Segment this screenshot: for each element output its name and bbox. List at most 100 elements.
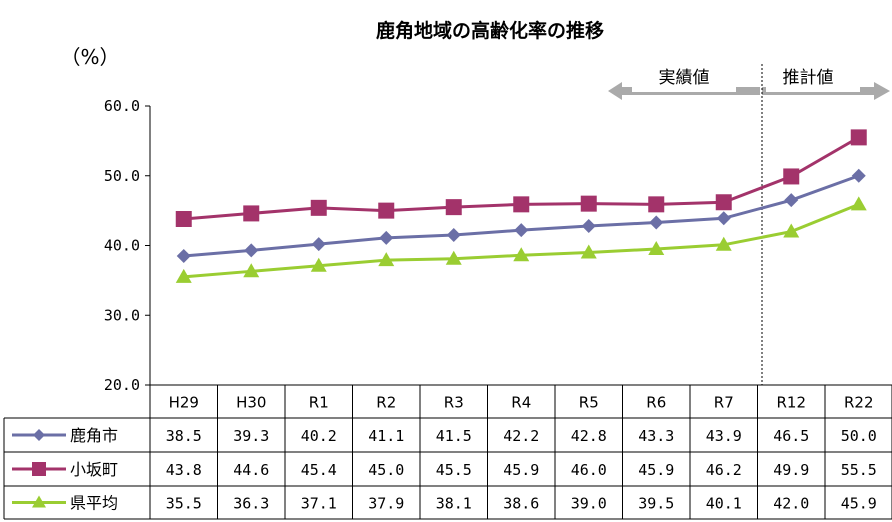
data-label-series-1: 38.5 [166, 427, 202, 445]
y-tick-label: 60.0 [104, 97, 140, 115]
y-axis: 60.0 50.0 40.0 30.0 20.0 [104, 97, 151, 394]
projected-label-bg [766, 60, 860, 92]
data-point-series-2 [715, 194, 732, 211]
x-tick-label: R1 [309, 394, 329, 412]
data-point-series-3 [715, 236, 732, 251]
projected-annotation: 推計値 [762, 60, 890, 100]
data-point-series-2 [580, 195, 597, 212]
data-label-series-1: 40.2 [301, 427, 337, 445]
data-point-series-3 [850, 196, 867, 211]
x-tick-label: H29 [169, 394, 199, 412]
legend-label-series-2: 小坂町 [70, 460, 118, 479]
data-point-series-2 [310, 199, 327, 216]
x-tick-label: R4 [511, 394, 531, 412]
data-label-series-1: 46.5 [773, 427, 809, 445]
data-point-series-3 [513, 247, 530, 262]
data-label-series-3: 42.0 [773, 495, 809, 513]
data-point-series-1 [851, 168, 866, 183]
legend-label-series-3: 県平均 [70, 494, 118, 513]
data-point-series-3 [783, 223, 800, 238]
data-point-series-3 [243, 263, 260, 278]
x-tick-label: R6 [646, 394, 666, 412]
data-point-series-1 [581, 218, 596, 233]
data-point-series-1 [649, 215, 664, 230]
data-label-series-1: 43.3 [638, 427, 674, 445]
data-point-series-1 [176, 248, 191, 263]
y-tick-label: 40.0 [104, 237, 140, 255]
data-label-series-3: 35.5 [166, 495, 202, 513]
data-label-series-1: 39.3 [233, 427, 269, 445]
data-label-series-2: 55.5 [841, 461, 877, 479]
data-label-series-1: 42.2 [503, 427, 539, 445]
legend-label-series-1: 鹿角市 [70, 426, 118, 445]
data-point-series-3 [648, 240, 665, 255]
data-point-series-2 [378, 202, 395, 219]
projected-label: 推計値 [783, 68, 834, 88]
data-point-series-1 [446, 228, 461, 243]
y-tick-label: 30.0 [104, 306, 140, 324]
series-line-3 [183, 202, 860, 279]
actual-label-bg [632, 60, 736, 92]
data-label-series-1: 42.8 [571, 427, 607, 445]
data-label-series-2: 45.9 [503, 461, 539, 479]
data-label-series-3: 39.0 [571, 495, 607, 513]
x-tick-label: H30 [236, 394, 266, 412]
data-point-series-3 [580, 244, 597, 259]
actual-annotation: 実績値 [608, 60, 760, 100]
data-label-series-2: 45.9 [638, 461, 674, 479]
data-label-series-3: 37.1 [301, 495, 337, 513]
x-tick-label: R12 [776, 394, 806, 412]
data-label-series-2: 46.2 [706, 461, 742, 479]
data-table: H29 H30 R1 R2 R3 R4 R5 R6 R7 R12 R22 鹿角市 38.5 39.3 40.… [3, 384, 892, 520]
data-point-series-1 [244, 243, 259, 258]
data-label-series-1: 41.1 [368, 427, 404, 445]
data-label-series-2: 45.4 [301, 461, 337, 479]
data-point-series-2 [243, 205, 260, 222]
actual-label: 実績値 [659, 68, 710, 88]
legend-marker-series-1 [33, 429, 45, 441]
data-label-series-2: 44.6 [233, 461, 269, 479]
data-point-series-2 [445, 199, 462, 216]
data-label-series-1: 50.0 [841, 427, 877, 445]
x-tick-label: R5 [579, 394, 599, 412]
data-point-series-2 [850, 129, 867, 146]
data-label-series-2: 45.0 [368, 461, 404, 479]
x-tick-label: R22 [844, 394, 874, 412]
data-point-series-2 [175, 210, 192, 227]
data-label-series-3: 39.5 [638, 495, 674, 513]
data-label-series-3: 38.6 [503, 495, 539, 513]
y-axis-unit: （%） [60, 45, 119, 69]
x-tick-label: R7 [714, 394, 734, 412]
x-tick-label: R3 [444, 394, 464, 412]
data-point-series-1 [379, 230, 394, 245]
data-point-series-3 [175, 268, 192, 283]
data-point-series-1 [514, 223, 529, 238]
data-point-series-2 [513, 196, 530, 213]
data-label-series-1: 41.5 [436, 427, 472, 445]
data-label-series-3: 37.9 [368, 495, 404, 513]
data-point-series-1 [311, 237, 326, 252]
data-point-series-2 [783, 168, 800, 185]
data-label-series-2: 49.9 [773, 461, 809, 479]
data-label-series-1: 43.9 [706, 427, 742, 445]
data-point-series-3 [378, 252, 395, 267]
y-tick-label: 20.0 [104, 376, 140, 394]
data-label-series-3: 40.1 [706, 495, 742, 513]
data-point-series-1 [784, 193, 799, 208]
data-point-series-3 [310, 257, 327, 272]
series-layer [175, 129, 867, 283]
legend-marker-series-3 [32, 495, 46, 508]
data-label-series-3: 38.1 [436, 495, 472, 513]
data-label-series-3: 45.9 [841, 495, 877, 513]
data-label-series-2: 46.0 [571, 461, 607, 479]
data-point-series-2 [648, 196, 665, 213]
y-tick-label: 50.0 [104, 167, 140, 185]
data-label-series-2: 45.5 [436, 461, 472, 479]
chart-title: 鹿角地域の高齢化率の推移 [376, 19, 604, 42]
data-point-series-1 [716, 211, 731, 226]
data-label-series-2: 43.8 [166, 461, 202, 479]
x-tick-label: R2 [376, 394, 396, 412]
data-label-series-3: 36.3 [233, 495, 269, 513]
legend-marker-series-2 [32, 462, 46, 476]
